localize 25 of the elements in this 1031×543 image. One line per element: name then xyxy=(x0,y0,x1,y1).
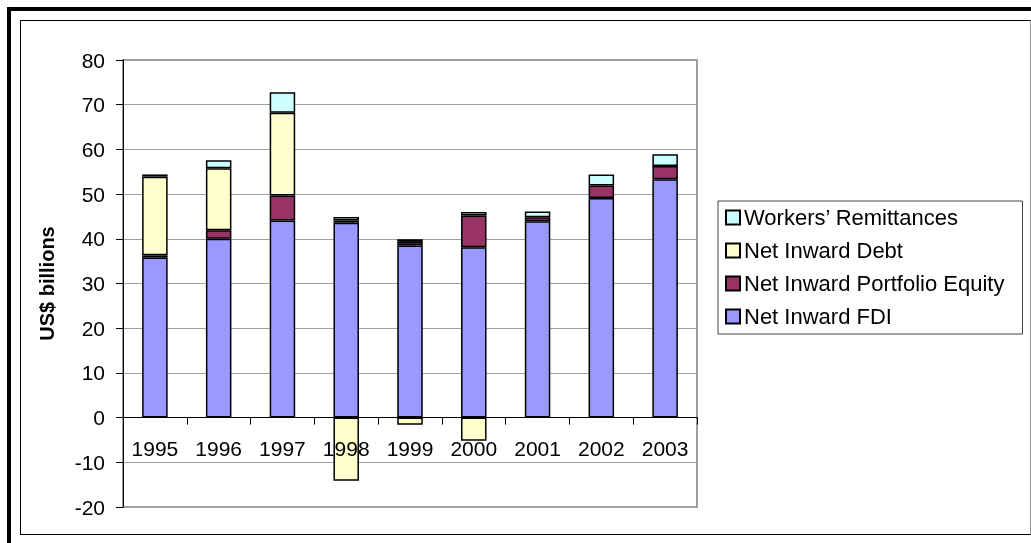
y-tick-label: 20 xyxy=(81,316,105,340)
y-tick-label: 60 xyxy=(81,137,105,161)
x-tick-label: 2001 xyxy=(514,436,561,460)
x-tick-label: 2003 xyxy=(641,436,689,460)
x-tick-label: 1997 xyxy=(259,436,306,460)
x-tick-label: 2002 xyxy=(577,436,625,460)
x-tick-label: 2000 xyxy=(450,436,498,460)
legend-label: Net Inward FDI xyxy=(744,304,892,329)
y-tick-label: -20 xyxy=(74,495,105,519)
legend-label: Net Inward Debt xyxy=(744,238,903,263)
y-tick-label: 10 xyxy=(81,361,105,385)
x-tick-label: 1999 xyxy=(386,436,434,460)
y-tick-label: 70 xyxy=(81,93,105,117)
legend-label: Workers’ Remittances xyxy=(744,205,958,230)
y-tick-label: -10 xyxy=(74,450,105,474)
y-tick-label: 50 xyxy=(81,182,105,206)
legend-label: Net Inward Portfolio Equity xyxy=(744,271,1005,296)
y-axis-title: US$ billions xyxy=(36,226,58,341)
y-tick-label: 80 xyxy=(81,48,105,72)
y-tick-label: 40 xyxy=(81,227,105,251)
y-tick-label: 30 xyxy=(81,272,105,295)
bar xyxy=(142,176,168,256)
x-tick-label: 1996 xyxy=(195,436,243,460)
x-tick-label: 1995 xyxy=(131,436,179,460)
y-tick-label: 0 xyxy=(93,406,105,430)
